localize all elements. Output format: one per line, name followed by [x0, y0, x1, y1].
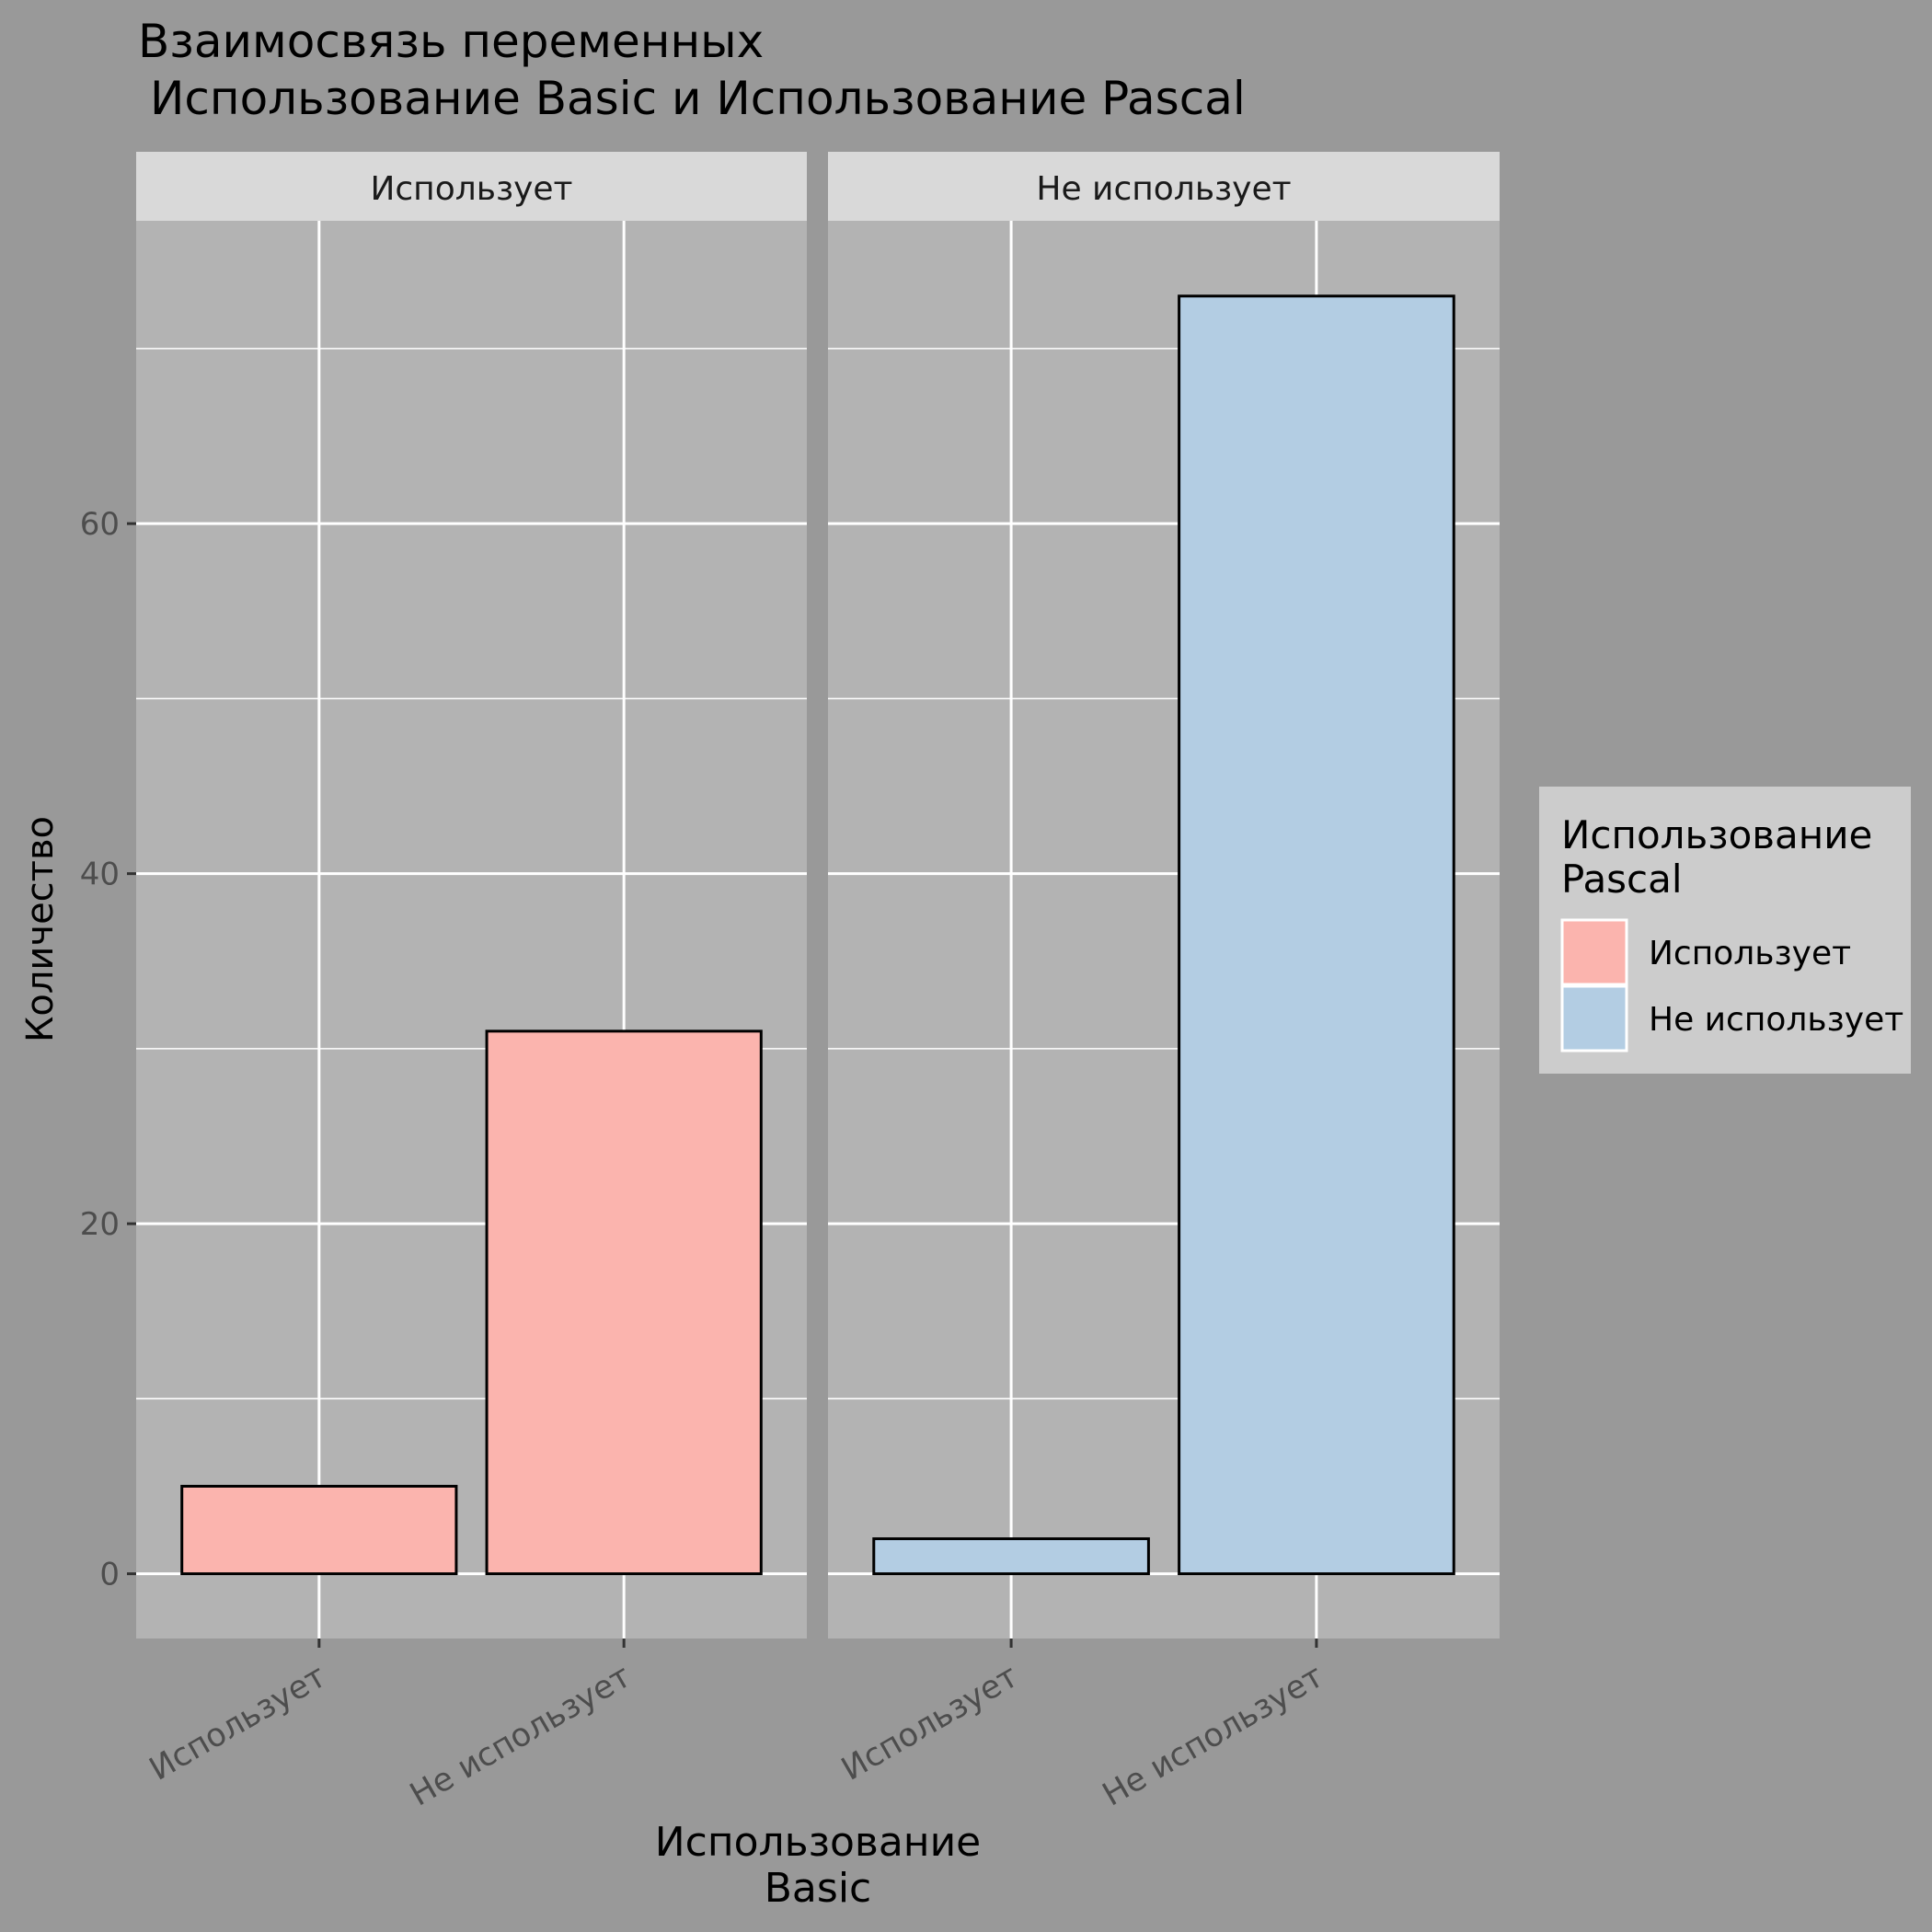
facet-strip-label: Не использует: [1036, 170, 1291, 208]
y-tick-label: 40: [80, 857, 120, 893]
facet-strip-label: Использует: [370, 170, 572, 208]
bar-2-1: [872, 1537, 1150, 1576]
x-axis-label-line2: Basic: [765, 1865, 872, 1912]
legend-title-line2: Pascal: [1561, 857, 1683, 902]
y-tick-label: 60: [80, 506, 120, 543]
legend-swatch-uses: [1560, 918, 1628, 986]
legend-label-uses: Использует: [1649, 935, 1851, 972]
y-tick-label: 0: [99, 1557, 120, 1593]
legend-title-line1: Использование: [1561, 812, 1872, 857]
facet-strip: [136, 152, 807, 221]
bar-1-1: [180, 1484, 458, 1576]
y-tick-label: 20: [80, 1206, 120, 1243]
y-axis-label: Количество: [19, 816, 62, 1042]
x-axis-label-line1: Использование: [655, 1819, 982, 1866]
facet-strip: [828, 152, 1500, 221]
chart-title-line1: Взаимосвязь переменных: [138, 15, 764, 68]
legend-label-not-uses: Не использует: [1649, 1001, 1903, 1039]
chart-title-line2: Использование Basic и Использование Pasc…: [150, 72, 1246, 125]
bar-1-2: [485, 1029, 763, 1576]
legend-swatch-not-uses: [1560, 984, 1628, 1052]
bar-2-2: [1178, 294, 1455, 1576]
legend: Использование Pascal Использует Не испол…: [1539, 787, 1911, 1074]
